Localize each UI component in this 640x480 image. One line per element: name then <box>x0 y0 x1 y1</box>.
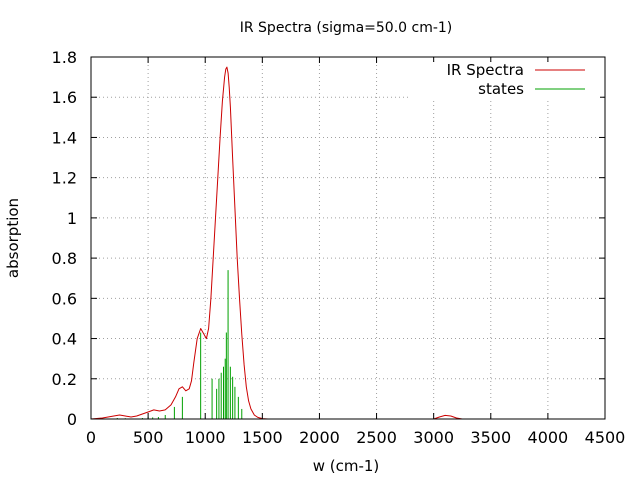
x-tick-label: 0 <box>86 428 96 447</box>
y-tick-label: 1.2 <box>52 169 77 188</box>
x-tick-label: 2500 <box>356 428 397 447</box>
y-tick-label: 0 <box>67 410 77 429</box>
y-tick-label: 0.8 <box>52 249 77 268</box>
x-tick-label: 1000 <box>185 428 226 447</box>
y-tick-label: 1.6 <box>52 88 77 107</box>
grid-layer <box>91 57 605 419</box>
y-tick-label: 0.6 <box>52 289 77 308</box>
x-tick-label: 4500 <box>585 428 626 447</box>
ir-spectra-line <box>90 66 605 420</box>
x-tick-label: 4000 <box>528 428 569 447</box>
y-axis-label: absorption <box>4 198 22 278</box>
y-tick-label: 0.4 <box>52 330 77 349</box>
y-tick-label: 1 <box>67 209 77 228</box>
x-axis-label: w (cm-1) <box>313 457 380 475</box>
x-tick-label: 3500 <box>470 428 511 447</box>
x-tick-label: 500 <box>133 428 164 447</box>
legend: IR Spectra states <box>410 61 600 100</box>
series-layer <box>90 66 605 420</box>
plot-frame <box>90 56 606 420</box>
legend-background <box>410 62 600 100</box>
tick-layer: 0 500 1000 1500 2000 2500 3000 3500 4000 4500 0 0.2… <box>52 48 626 447</box>
legend-label-states: states <box>478 80 524 98</box>
y-tick-label: 1.4 <box>52 128 77 147</box>
y-tick-label: 1.8 <box>52 48 77 67</box>
x-tick-label: 1500 <box>242 428 283 447</box>
x-tick-label: 2000 <box>299 428 340 447</box>
x-tick-label: 3000 <box>413 428 454 447</box>
legend-label-ir-spectra: IR Spectra <box>447 61 524 79</box>
y-tick-label: 0.2 <box>52 370 77 389</box>
chart-title: IR Spectra (sigma=50.0 cm-1) <box>240 20 453 36</box>
